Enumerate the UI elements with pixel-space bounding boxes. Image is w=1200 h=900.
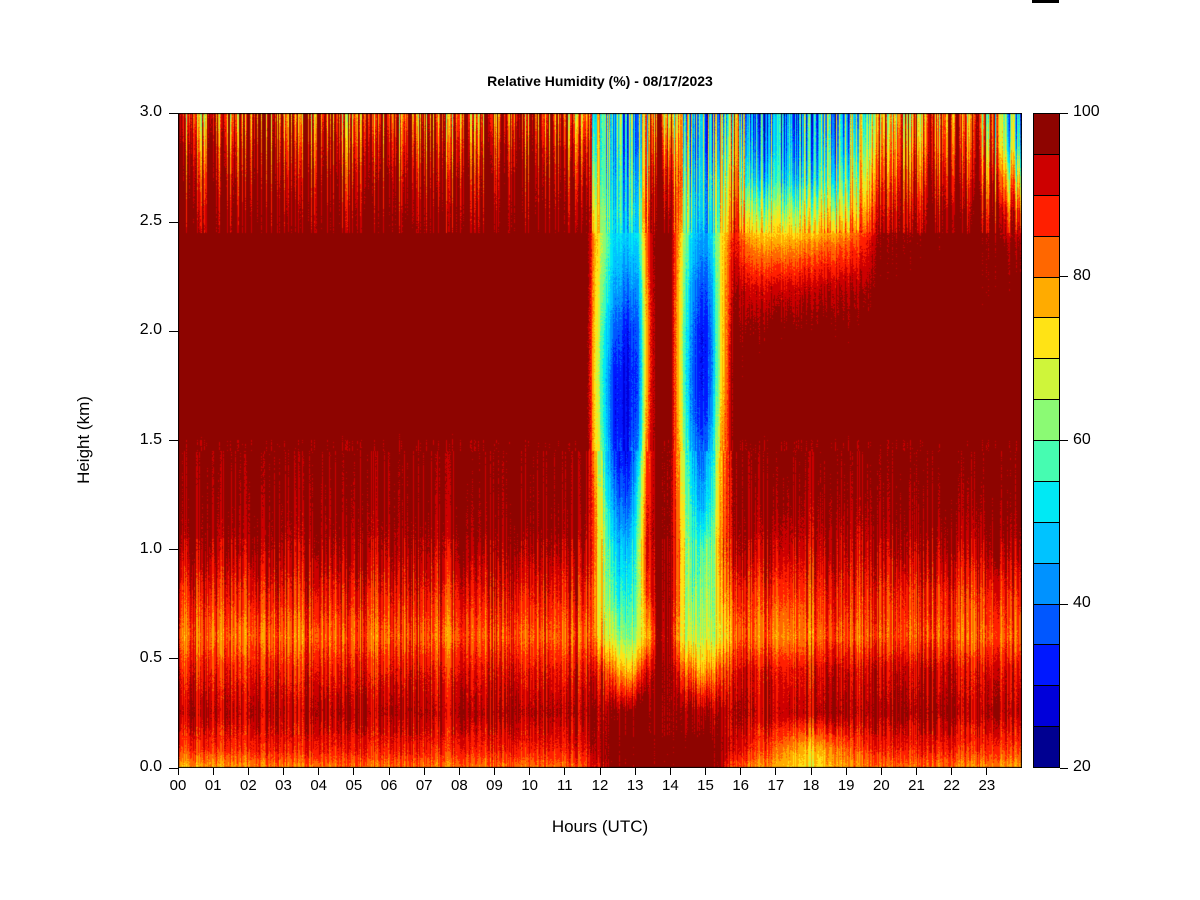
x-tick-mark <box>212 768 214 775</box>
x-tick-label: 09 <box>486 777 503 794</box>
colorbar-segment <box>1033 562 1060 605</box>
x-tick-label: 12 <box>591 777 609 794</box>
x-tick-mark <box>247 768 249 775</box>
y-tick-label: 2.0 <box>139 321 162 339</box>
x-tick-label: 21 <box>908 777 925 794</box>
x-tick-label: 04 <box>310 777 327 794</box>
y-tick-mark <box>169 330 178 332</box>
x-tick-mark <box>986 768 988 775</box>
colorbar-segment <box>1033 276 1060 319</box>
colorbar-tick-label: 60 <box>1073 430 1091 448</box>
x-tick-label: 20 <box>872 777 890 794</box>
colorbar-tick-mark <box>1060 603 1068 605</box>
x-tick-label: 03 <box>275 777 292 794</box>
colorbar-segment <box>1033 153 1060 196</box>
colorbar <box>1033 113 1060 768</box>
x-tick-label: 14 <box>661 777 679 794</box>
x-tick-label: 02 <box>239 777 257 794</box>
x-tick-label: 13 <box>626 777 644 794</box>
colorbar-segment <box>1033 317 1060 360</box>
colorbar-segment <box>1033 113 1060 155</box>
x-tick-mark <box>705 768 706 775</box>
x-tick-mark <box>318 768 320 775</box>
x-tick-mark <box>458 768 460 775</box>
x-axis-label: Hours (UTC) <box>551 817 649 836</box>
y-tick-label: 3.0 <box>139 103 162 120</box>
x-tick-mark <box>564 768 566 775</box>
x-tick-label: 17 <box>767 777 785 794</box>
colorbar-segment <box>1033 194 1060 237</box>
colorbar-segment <box>1033 685 1060 728</box>
colorbar-segment <box>1033 358 1060 401</box>
x-tick-mark <box>599 768 601 775</box>
x-tick-mark <box>283 768 284 775</box>
y-tick-label: 0.0 <box>139 758 162 775</box>
y-tick-mark <box>169 658 178 660</box>
x-tick-label: 05 <box>345 777 363 794</box>
x-tick-mark <box>810 768 812 775</box>
colorbar-segment <box>1033 644 1060 687</box>
y-axis-label: Height (km) <box>74 396 93 484</box>
heatmap-canvas <box>178 113 1022 768</box>
x-tick-label: 10 <box>521 777 538 794</box>
y-tick-label: 1.5 <box>139 430 162 448</box>
y-tick-label: 1.0 <box>139 539 162 557</box>
colorbar-tick-label: 20 <box>1073 758 1091 775</box>
x-tick-mark <box>634 768 636 775</box>
colorbar-tick-mark <box>1060 440 1068 441</box>
x-tick-label: 11 <box>557 777 573 794</box>
x-tick-label: 19 <box>837 777 855 794</box>
x-tick-mark <box>423 768 425 775</box>
colorbar-segment <box>1033 521 1060 564</box>
x-tick-mark <box>775 768 777 775</box>
y-tick-mark <box>169 549 178 551</box>
x-tick-mark <box>845 768 847 775</box>
x-tick-mark <box>880 768 882 775</box>
x-tick-mark <box>494 768 495 775</box>
x-tick-label: 23 <box>978 777 996 794</box>
colorbar-tick-label: 80 <box>1073 266 1091 284</box>
chart-title: Relative Humidity (%) - 08/17/2023 <box>487 73 713 89</box>
y-tick-mark <box>169 767 178 769</box>
x-tick-mark <box>353 768 355 775</box>
colorbar-segment <box>1033 480 1060 523</box>
x-tick-mark <box>529 768 531 775</box>
x-tick-mark <box>916 768 917 775</box>
colorbar-tick-mark <box>1060 276 1068 278</box>
y-tick-mark <box>169 112 178 114</box>
x-tick-mark <box>177 768 179 775</box>
x-tick-label: 01 <box>204 777 222 794</box>
y-tick-mark <box>169 440 178 441</box>
x-tick-label: 08 <box>450 777 468 794</box>
x-tick-label: 16 <box>732 777 749 794</box>
x-tick-label: 22 <box>943 777 960 794</box>
colorbar-segment <box>1033 399 1060 441</box>
colorbar-tick-mark <box>1060 767 1068 769</box>
colorbar-segment <box>1033 603 1060 646</box>
colorbar-tick-mark <box>1060 112 1068 114</box>
y-tick-label: 0.5 <box>139 648 162 666</box>
x-tick-mark <box>951 768 953 775</box>
colorbar-tick-label: 100 <box>1073 103 1100 120</box>
colorbar-segment <box>1033 440 1060 482</box>
x-tick-mark <box>740 768 742 775</box>
colorbar-segment <box>1033 235 1060 278</box>
colorbar-segment <box>1033 726 1060 768</box>
y-tick-label: 2.5 <box>139 212 162 230</box>
x-tick-label: 06 <box>380 777 398 794</box>
y-tick-mark <box>169 221 178 223</box>
x-tick-label: 00 <box>169 777 187 794</box>
x-tick-mark <box>669 768 671 775</box>
x-tick-label: 07 <box>415 777 433 794</box>
top-edge-artifact <box>1032 0 1059 3</box>
x-tick-label: 18 <box>802 777 820 794</box>
colorbar-tick-label: 40 <box>1073 594 1091 612</box>
x-tick-mark <box>388 768 390 775</box>
x-tick-label: 15 <box>697 777 714 794</box>
